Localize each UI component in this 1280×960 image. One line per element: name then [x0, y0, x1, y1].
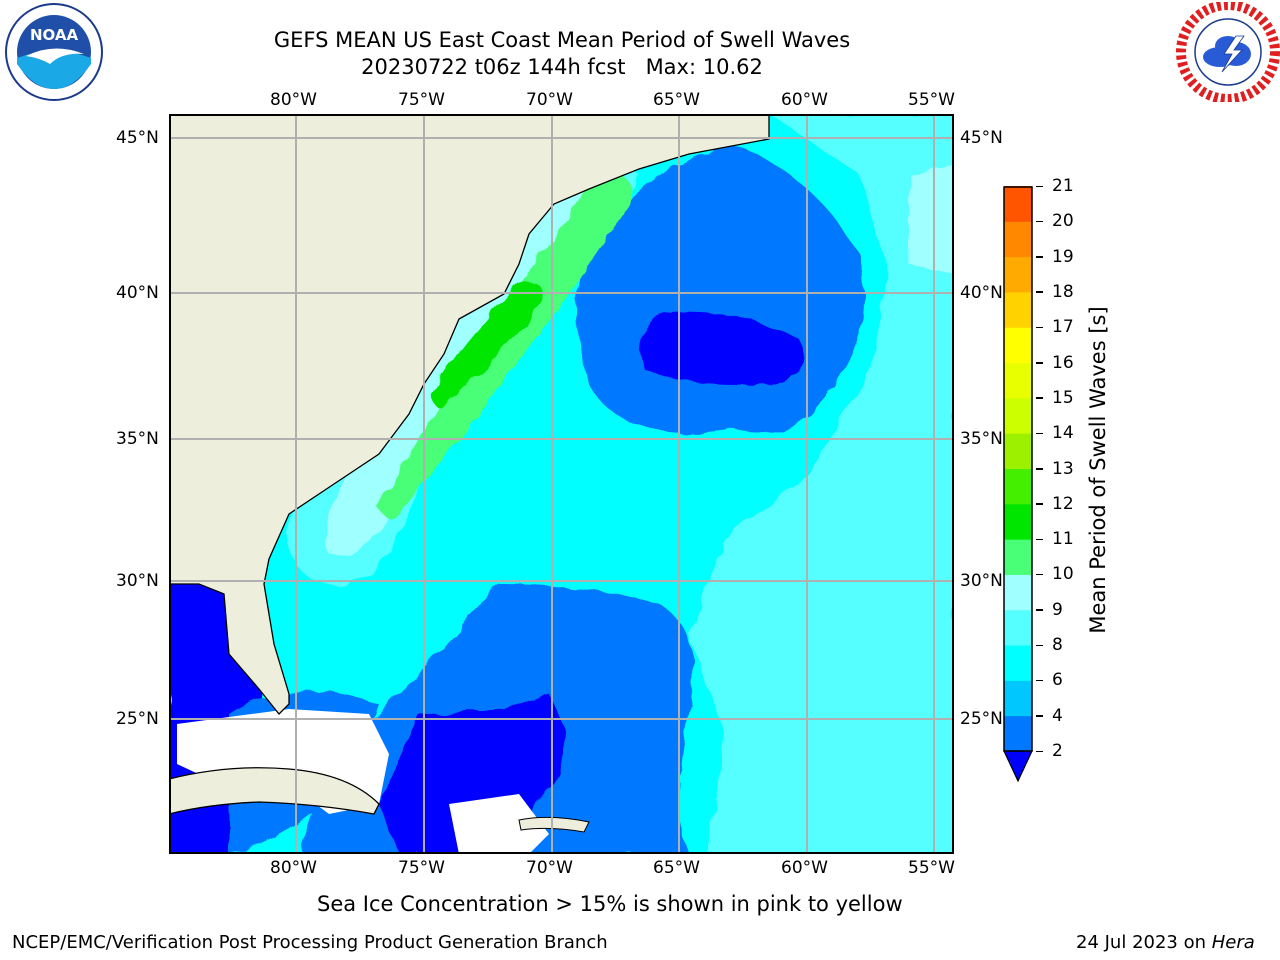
lat-label-left-30n: 30°N: [116, 571, 159, 591]
colorbar-tick-label: 15: [1052, 387, 1074, 408]
field-9-east: [909, 164, 954, 274]
colorbar-swatch: [1004, 327, 1032, 364]
colorbar-tick-mark: [1036, 220, 1043, 223]
colorbar-swatch: [1004, 221, 1032, 258]
nws-logo-icon: [1176, 0, 1280, 104]
colorbar-tick-mark: [1036, 715, 1043, 717]
colorbar-tick-mark: [1036, 503, 1043, 505]
contour-fields: [169, 114, 954, 854]
footer-right: 24 Jul 2023 on Hera: [1076, 932, 1255, 954]
land-areas: [169, 114, 770, 833]
colorbar-tick-label: 20: [1052, 211, 1074, 232]
field-8-east: [689, 114, 954, 854]
colorbar-tick-label: 10: [1052, 564, 1074, 585]
colorbar-tick-label: 19: [1052, 246, 1074, 267]
lon-label-bottom-80w: 80°W: [270, 858, 317, 878]
colorbar-tick-mark: [1036, 573, 1043, 576]
colorbar-tick-label: 17: [1052, 317, 1074, 338]
colorbar-swatch: [1004, 645, 1032, 681]
lon-label-bottom-55w: 55°W: [908, 858, 955, 878]
colorbar-tick-mark: [1036, 538, 1043, 541]
plot-title: GEFS MEAN US East Coast Mean Period of S…: [273, 28, 851, 52]
lat-label-right-25n: 25°N: [960, 709, 1003, 729]
colorbar-tick-mark: [1036, 609, 1043, 611]
lat-label-right-30n: 30°N: [960, 571, 1003, 591]
lon-label-bottom-60w: 60°W: [781, 858, 828, 878]
colorbar-swatch: [1004, 715, 1032, 752]
colorbar-swatch: [1004, 468, 1032, 505]
colorbar-tick-mark: [1036, 291, 1043, 293]
lon-label-top-55w: 55°W: [908, 90, 955, 110]
colorbar-tick-mark: [1036, 468, 1043, 470]
colorbar-swatch: [1004, 362, 1032, 399]
colorbar-frame: [1003, 186, 1033, 752]
colorbar-swatch: [1004, 291, 1032, 328]
sea-ice-note: Sea Ice Concentration > 15% is shown in …: [317, 892, 903, 916]
lat-label-right-35n: 35°N: [960, 429, 1003, 449]
lon-label-top-80w: 80°W: [270, 90, 317, 110]
colorbar-tick-label: 2: [1052, 741, 1063, 761]
field-10-11: [431, 281, 542, 408]
colorbar-swatch: [1004, 433, 1032, 469]
colorbar-tick-label: 8: [1052, 635, 1063, 656]
colorbar-tick-mark: [1036, 362, 1043, 364]
colorbar-swatch: [1004, 186, 1032, 222]
colorbar-tick-label: 18: [1052, 281, 1074, 302]
lon-label-bottom-75w: 75°W: [398, 858, 445, 878]
colorbar-swatch: [1004, 397, 1032, 434]
colorbar-tick-label: 11: [1052, 529, 1074, 550]
colorbar-swatch: [1004, 574, 1032, 611]
colorbar-tick-label: 16: [1052, 352, 1074, 373]
lon-label-top-75w: 75°W: [398, 90, 445, 110]
colorbar-tick-mark: [1036, 432, 1043, 435]
colorbar-tick-mark: [1036, 644, 1043, 647]
lon-label-top-65w: 65°W: [653, 90, 700, 110]
lon-label-top-70w: 70°W: [526, 90, 573, 110]
colorbar-swatch: [1004, 680, 1032, 717]
lat-label-right-40n: 40°N: [960, 283, 1003, 303]
colorbar-swatch: [1004, 539, 1032, 575]
colorbar-swatch: [1004, 256, 1032, 293]
lon-label-bottom-65w: 65°W: [653, 858, 700, 878]
colorbar-label: Mean Period of Swell Waves [s]: [1086, 306, 1110, 634]
colorbar-tick-label: 21: [1052, 176, 1074, 196]
swell-period-map: [169, 114, 954, 854]
graticule: [169, 114, 954, 854]
colorbar-tick-label: 4: [1052, 705, 1063, 726]
colorbar-tick-mark: [1036, 326, 1043, 329]
lat-label-left-35n: 35°N: [116, 429, 159, 449]
map-panel: [169, 114, 954, 854]
colorbar: [1000, 186, 1036, 786]
footer-date: 24 Jul 2023 on: [1076, 932, 1212, 953]
lat-label-left-45n: 45°N: [116, 128, 159, 148]
colorbar-tick-mark: [1036, 185, 1043, 187]
lat-label-left-25n: 25°N: [116, 709, 159, 729]
field-lt2-north: [639, 311, 805, 385]
colorbar-tick-mark: [1036, 256, 1043, 258]
colorbar-under-arrow: [1003, 750, 1033, 783]
colorbar-tick-label: 9: [1052, 599, 1063, 620]
plot-subtitle: 20230722 t06z 144h fcst Max: 10.62: [361, 55, 763, 79]
colorbar-tick-mark: [1036, 679, 1043, 682]
footer-machine: Hera: [1211, 932, 1255, 953]
footer-left: NCEP/EMC/Verification Post Processing Pr…: [12, 932, 608, 953]
colorbar-tick-mark: [1036, 397, 1043, 399]
colorbar-tick-label: 14: [1052, 423, 1074, 444]
colorbar-swatch: [1004, 503, 1032, 540]
colorbar-tick-label: 12: [1052, 493, 1074, 514]
noaa-logo-text: NOAA: [30, 26, 79, 44]
lon-label-top-60w: 60°W: [781, 90, 828, 110]
colorbar-tick-label: 13: [1052, 458, 1074, 479]
map-frame: [169, 114, 954, 854]
lat-label-right-45n: 45°N: [960, 128, 1003, 148]
colorbar-swatches: [1003, 186, 1033, 783]
colorbar-tick-label: 6: [1052, 670, 1063, 691]
lat-label-left-40n: 40°N: [116, 283, 159, 303]
colorbar-tick-mark: [1036, 750, 1043, 752]
colorbar-swatch: [1004, 609, 1032, 646]
lon-label-bottom-70w: 70°W: [526, 858, 573, 878]
noaa-logo-icon: NOAA: [4, 2, 104, 102]
